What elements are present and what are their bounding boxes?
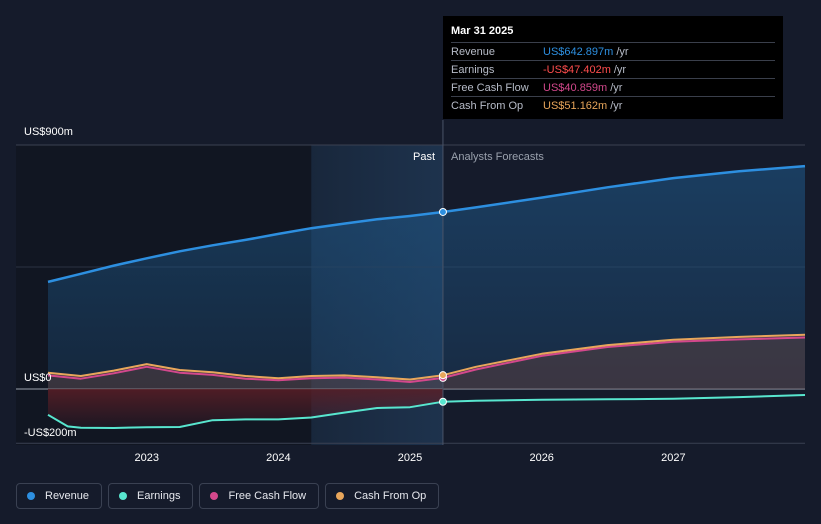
revenue-marker bbox=[438, 207, 447, 216]
legend-label: Free Cash Flow bbox=[228, 490, 307, 502]
x-tick-label: 2024 bbox=[266, 452, 290, 464]
cash-from-op-line bbox=[47, 333, 806, 381]
tooltip-unit: /yr bbox=[613, 63, 627, 76]
tooltip-value: -US$47.402m bbox=[543, 63, 611, 76]
legend-dot-icon bbox=[27, 492, 35, 500]
tooltip-date: Mar 31 2025 bbox=[451, 25, 514, 37]
tooltip-label: Revenue bbox=[451, 45, 496, 58]
y-tick-label-top: US$900m bbox=[24, 126, 73, 138]
tooltip-value: US$642.897m bbox=[543, 45, 614, 58]
legend-item-free-cash-flow[interactable]: Free Cash Flow bbox=[199, 483, 320, 509]
legend-label: Earnings bbox=[137, 490, 181, 502]
earnings-negative-area bbox=[48, 389, 443, 428]
forecast-label: Analysts Forecasts bbox=[451, 151, 544, 163]
tooltip-unit: /yr bbox=[616, 45, 629, 58]
tooltip-value: US$51.162m bbox=[543, 99, 608, 112]
legend-dot-icon bbox=[210, 492, 219, 500]
x-tick-label: 2027 bbox=[661, 452, 685, 464]
revenue-line bbox=[47, 164, 806, 284]
tooltip-row-free-cash-flow: Free Cash Flow US$40.859m /yr bbox=[451, 78, 775, 96]
tooltip: Mar 31 2025 Revenue US$642.897m /yr Earn… bbox=[443, 16, 783, 119]
earnings-line bbox=[47, 394, 806, 429]
tooltip-label: Cash From Op bbox=[451, 99, 524, 112]
earnings-marker bbox=[438, 397, 447, 406]
x-tick-label: 2026 bbox=[529, 452, 553, 464]
cash-from-op-marker bbox=[438, 371, 447, 380]
tooltip-row-revenue: Revenue US$642.897m /yr bbox=[451, 42, 775, 60]
tooltip-unit: /yr bbox=[610, 81, 623, 94]
tooltip-label: Free Cash Flow bbox=[451, 81, 529, 94]
tooltip-unit: /yr bbox=[610, 99, 623, 112]
tooltip-label: Earnings bbox=[451, 63, 495, 76]
legend-label: Cash From Op bbox=[354, 490, 427, 502]
x-tick-label: 2025 bbox=[398, 452, 422, 464]
free-cash-flow-line bbox=[47, 336, 806, 383]
legend-dot-icon bbox=[119, 492, 128, 500]
y-tick-label-bottom: -US$200m bbox=[24, 427, 77, 439]
x-tick-label: 2023 bbox=[134, 452, 158, 464]
legend-dot-icon bbox=[336, 492, 345, 500]
legend-item-cash-from-op[interactable]: Cash From Op bbox=[325, 483, 440, 509]
y-tick-label-zero: US$0 bbox=[24, 372, 52, 384]
legend: Revenue Earnings Free Cash Flow Cash Fro… bbox=[16, 483, 440, 509]
tooltip-value: US$40.859m bbox=[543, 81, 608, 94]
legend-item-revenue[interactable]: Revenue bbox=[16, 483, 103, 509]
past-label: Past bbox=[413, 151, 435, 163]
legend-item-earnings[interactable]: Earnings bbox=[108, 483, 194, 509]
legend-label: Revenue bbox=[45, 490, 90, 502]
revenue-area bbox=[48, 166, 805, 389]
tooltip-row-cash-from-op: Cash From Op US$51.162m /yr bbox=[451, 96, 775, 114]
tooltip-row-earnings: Earnings -US$47.402m /yr bbox=[451, 60, 775, 78]
